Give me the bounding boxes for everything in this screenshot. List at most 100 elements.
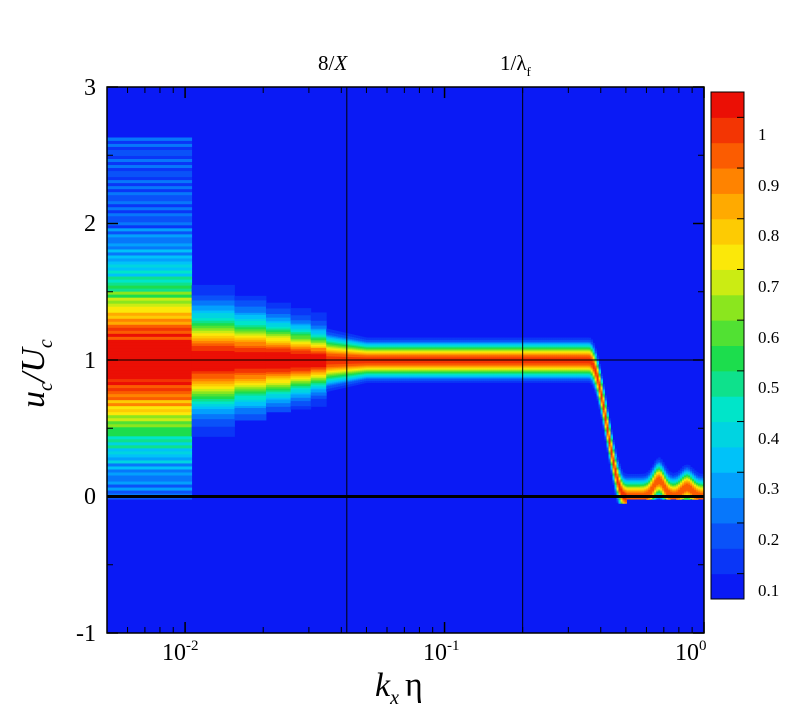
heatmap-cell — [393, 361, 397, 364]
heatmap-cell — [523, 360, 526, 362]
heatmap-cell — [352, 376, 355, 379]
heatmap-cell — [449, 362, 452, 365]
heatmap-cell — [445, 342, 448, 344]
heatmap-cell — [346, 382, 349, 384]
heatmap-cell — [441, 360, 444, 362]
heatmap-cell — [457, 349, 460, 351]
heatmap-cell — [371, 361, 375, 364]
heatmap-cell — [356, 382, 359, 384]
heatmap-cell — [503, 377, 506, 379]
heatmap-cell — [429, 341, 433, 343]
heatmap-cell — [364, 343, 367, 345]
heatmap-cell — [463, 350, 466, 352]
heatmap-cell — [379, 337, 383, 339]
heatmap-cell — [517, 371, 520, 374]
heatmap-cell — [405, 365, 409, 368]
heatmap-cell — [441, 350, 444, 352]
heatmap-cell — [344, 384, 347, 387]
heatmap-cell — [107, 188, 193, 193]
heatmap-cell — [465, 365, 468, 368]
heatmap-cell — [377, 356, 381, 358]
heatmap-cell — [507, 373, 510, 376]
heatmap-cell — [391, 337, 395, 339]
heatmap-cell — [453, 347, 456, 349]
heatmap-cell — [461, 357, 464, 359]
heatmap-cell — [421, 356, 425, 358]
heatmap-cell — [346, 333, 349, 335]
heatmap-cell — [513, 337, 516, 339]
heatmap-cell — [515, 360, 518, 362]
heatmap-cell — [509, 378, 512, 380]
heatmap-cell — [475, 377, 478, 379]
heatmap-cell — [435, 347, 438, 349]
heatmap-cell — [383, 363, 387, 366]
heatmap-cell — [467, 343, 470, 345]
heatmap-cell — [326, 368, 329, 370]
heatmap-cell — [455, 361, 458, 364]
heatmap-cell — [443, 360, 446, 362]
heatmap-cell — [375, 381, 379, 383]
heatmap-cell — [191, 295, 235, 298]
heatmap-cell — [517, 346, 520, 348]
heatmap-cell — [393, 378, 397, 380]
heatmap-cell — [366, 358, 369, 360]
heatmap-cell — [334, 351, 337, 353]
heatmap-cell — [234, 413, 267, 417]
heatmap-cell — [330, 362, 333, 365]
heatmap-cell — [415, 357, 419, 359]
heatmap-cell — [265, 364, 291, 367]
heatmap-cell — [310, 368, 327, 371]
heatmap-cell — [360, 381, 363, 384]
heatmap-cell — [509, 357, 512, 359]
heatmap-cell — [423, 354, 427, 356]
heatmap-cell — [517, 354, 520, 356]
heatmap-cell — [366, 362, 369, 365]
heatmap-cell — [413, 365, 417, 368]
heatmap-cell — [358, 375, 361, 378]
heatmap-cell — [344, 357, 347, 360]
heatmap-cell — [340, 339, 343, 341]
heatmap-cell — [393, 375, 397, 377]
heatmap-cell — [475, 352, 478, 354]
heatmap-cell — [489, 340, 492, 342]
heatmap-cell — [336, 384, 339, 386]
heatmap-cell — [519, 348, 522, 350]
heatmap-cell — [346, 336, 349, 339]
heatmap-cell — [383, 361, 387, 364]
heatmap-cell — [265, 337, 291, 340]
heatmap-cell — [350, 350, 353, 353]
heatmap-cell — [332, 341, 335, 344]
heatmap-cell — [326, 340, 329, 343]
heatmap-cell — [419, 349, 423, 351]
heatmap-cell — [441, 368, 444, 371]
heatmap-cell — [479, 367, 482, 370]
heatmap-cell — [344, 341, 347, 343]
heatmap-cell — [381, 370, 385, 373]
heatmap-cell — [475, 361, 478, 364]
heatmap-cell — [330, 382, 333, 385]
heatmap-cell — [501, 361, 504, 364]
heatmap-cell — [509, 349, 512, 351]
heatmap-cell — [350, 334, 353, 336]
heatmap-cell — [423, 363, 427, 366]
heatmap-cell — [379, 340, 383, 342]
heatmap-cell — [191, 325, 235, 329]
heatmap-cell — [497, 363, 500, 366]
heatmap-cell — [234, 328, 267, 332]
heatmap-cell — [497, 348, 500, 350]
heatmap-cell — [473, 362, 476, 365]
heatmap-cell — [485, 347, 488, 349]
heatmap-cell — [379, 376, 383, 378]
heatmap-cell — [370, 357, 373, 359]
heatmap-cell — [403, 343, 407, 345]
heatmap-cell — [421, 376, 425, 378]
heatmap-cell — [455, 354, 458, 356]
heatmap-cell — [497, 379, 500, 381]
heatmap-cell — [407, 346, 411, 348]
heatmap-cell — [377, 363, 381, 366]
heatmap-cell — [290, 309, 312, 312]
heatmap-cell — [265, 402, 291, 405]
heatmap-cell — [487, 374, 490, 377]
heatmap-cell — [503, 361, 506, 364]
heatmap-cell — [477, 372, 480, 375]
